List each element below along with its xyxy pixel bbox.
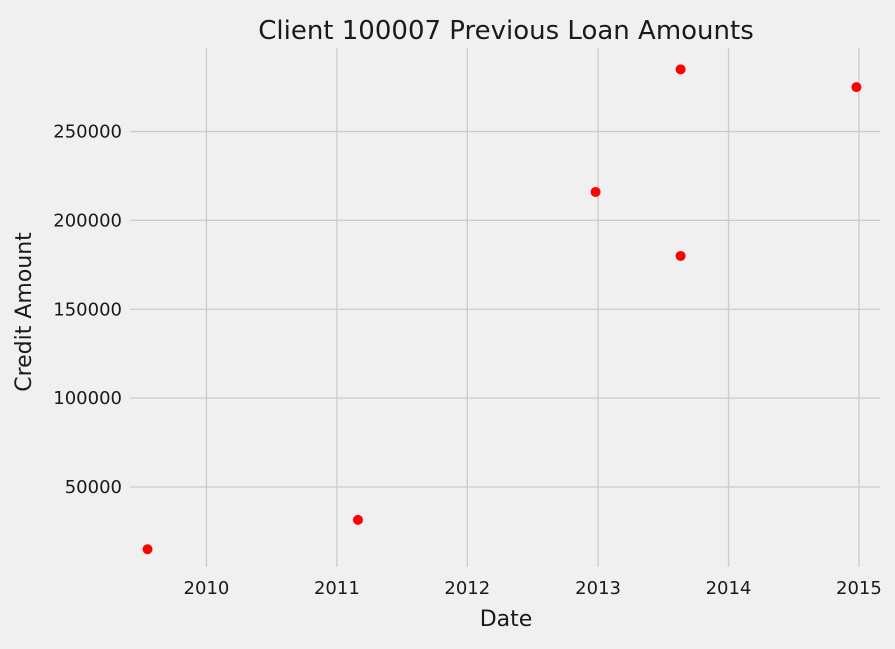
- y-tick-label: 100000: [53, 388, 122, 409]
- data-point: [675, 64, 686, 75]
- x-tick-label: 2014: [706, 578, 752, 599]
- x-tick-label: 2015: [836, 578, 882, 599]
- data-point: [352, 514, 363, 525]
- data-point: [142, 544, 153, 555]
- y-tick-label: 150000: [53, 299, 122, 320]
- data-point: [851, 82, 862, 93]
- y-tick-label: 250000: [53, 122, 122, 143]
- x-tick-label: 2010: [184, 578, 230, 599]
- data-point: [675, 250, 686, 261]
- x-tick-label: 2011: [314, 578, 360, 599]
- x-axis-label: Date: [480, 607, 533, 632]
- x-axis-ticks: 2010 2011 2012 2013 2014 2015: [184, 578, 882, 599]
- x-tick-label: 2012: [444, 578, 490, 599]
- y-axis-ticks: 50000 100000 150000 200000 250000: [53, 122, 122, 498]
- data-point: [590, 186, 601, 197]
- y-axis-label: Credit Amount: [12, 232, 37, 392]
- y-tick-label: 50000: [65, 477, 122, 498]
- chart-title: Client 100007 Previous Loan Amounts: [258, 16, 754, 46]
- grid-lines: [130, 48, 880, 567]
- y-tick-label: 200000: [53, 210, 122, 231]
- x-tick-label: 2013: [575, 578, 621, 599]
- data-points: [142, 64, 862, 555]
